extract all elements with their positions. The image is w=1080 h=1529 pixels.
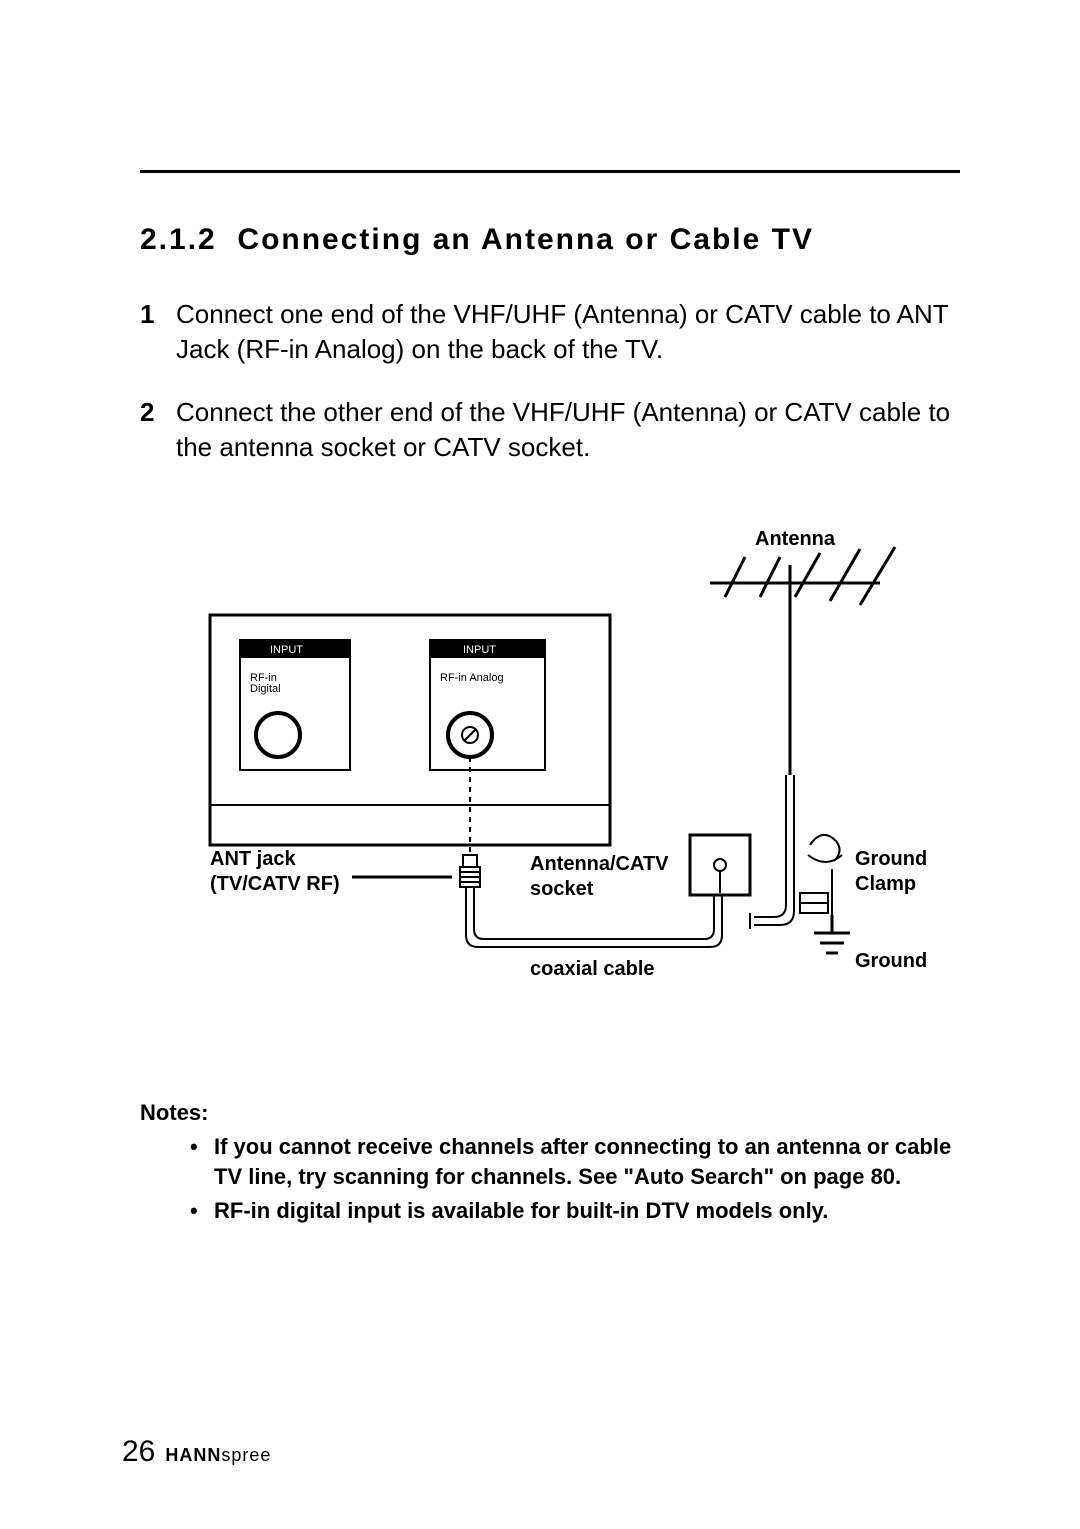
section-title-text: Connecting an Antenna or Cable TV xyxy=(237,223,814,256)
step-2: 2 Connect the other end of the VHF/UHF (… xyxy=(140,395,960,465)
label-ground-clamp-1: Ground xyxy=(855,848,927,870)
top-rule xyxy=(140,170,960,173)
note-2: RF-in digital input is available for bui… xyxy=(190,1196,960,1226)
label-ground-clamp-2: Clamp xyxy=(855,873,916,895)
ground-symbol-icon xyxy=(814,915,850,953)
brand-logo: HANNspree xyxy=(165,1445,271,1466)
section-number: 2.1.2 xyxy=(140,223,217,256)
label-antenna: Antenna xyxy=(755,528,836,550)
label-coax: coaxial cable xyxy=(530,958,655,980)
label-rf-digital-2: Digital xyxy=(250,683,281,695)
step-1: 1 Connect one end of the VHF/UHF (Antenn… xyxy=(140,297,960,367)
coax-cable-path xyxy=(466,887,722,947)
section-heading: 2.1.2 Connecting an Antenna or Cable TV xyxy=(140,223,960,257)
label-socket-2: socket xyxy=(530,878,594,900)
note-1: If you cannot receive channels after con… xyxy=(190,1132,960,1191)
step-2-text: Connect the other end of the VHF/UHF (An… xyxy=(176,395,960,465)
label-input-right: INPUT xyxy=(463,644,496,656)
notes-heading: Notes: xyxy=(140,1100,960,1126)
page-footer: 26 HANNspree xyxy=(122,1435,271,1469)
antenna-icon xyxy=(710,547,895,775)
antenna-downlead xyxy=(754,775,794,925)
diagram-svg: Antenna xyxy=(170,525,930,1005)
step-2-num: 2 xyxy=(140,395,160,465)
tv-panel: INPUT INPUT RF-in Digital RF-in Analog xyxy=(210,615,610,845)
label-socket-1: Antenna/CATV xyxy=(530,853,669,875)
label-ant-jack-2: (TV/CATV RF) xyxy=(210,873,340,895)
socket-box-icon xyxy=(690,835,750,895)
label-ant-jack-1: ANT jack xyxy=(210,848,296,870)
label-input-left: INPUT xyxy=(270,644,303,656)
coax-plug-icon xyxy=(460,855,480,887)
ground-clamp-icon xyxy=(800,835,842,915)
step-1-text: Connect one end of the VHF/UHF (Antenna)… xyxy=(176,297,960,367)
brand-bold: HANN xyxy=(165,1445,221,1465)
page-number: 26 xyxy=(122,1435,155,1469)
antenna-diagram: Antenna xyxy=(140,525,960,1010)
brand-light: spree xyxy=(221,1445,271,1465)
label-ground: Ground xyxy=(855,950,927,972)
step-1-num: 1 xyxy=(140,297,160,367)
notes-block: Notes: If you cannot receive channels af… xyxy=(140,1100,960,1225)
label-rf-analog: RF-in Analog xyxy=(440,672,504,684)
